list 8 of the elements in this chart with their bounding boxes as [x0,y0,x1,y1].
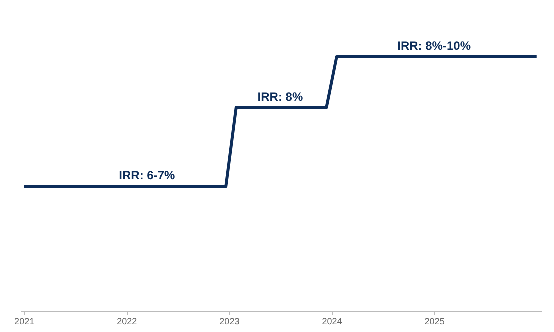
annotation: IRR: 8%-10% [398,39,472,53]
x-tick-label: 2025 [424,316,445,326]
x-tick-label: 2021 [14,316,35,326]
annotation: IRR: 8% [258,90,304,104]
annotation: IRR: 6-7% [119,168,176,183]
x-tick-label: 2022 [117,316,138,326]
x-tick-label: 2023 [220,316,240,326]
x-tick-label: 2024 [322,316,342,326]
